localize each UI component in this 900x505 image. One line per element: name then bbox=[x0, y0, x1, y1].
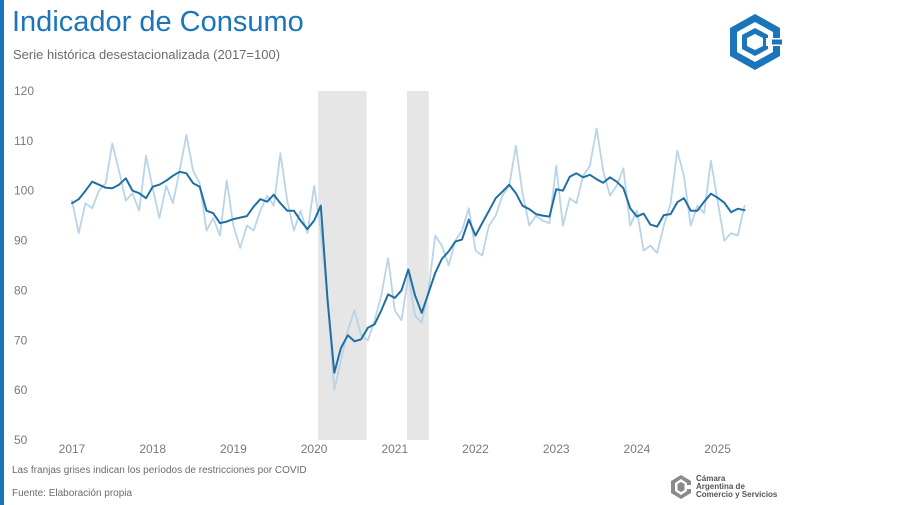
page-title: Indicador de Consumo bbox=[12, 6, 304, 38]
org-name: Cámara Argentina de Comercio y Servicios bbox=[696, 474, 778, 499]
source-note: Fuente: Elaboración propia bbox=[12, 488, 133, 499]
series-lines bbox=[71, 127, 746, 392]
cac-small-logo-icon bbox=[671, 475, 692, 499]
covid-band-0 bbox=[318, 91, 367, 440]
x-tick-label: 2019 bbox=[220, 442, 247, 456]
x-tick-label: 2024 bbox=[624, 442, 651, 456]
x-tick-label: 2022 bbox=[462, 442, 489, 456]
x-axis-ticks: 2017 2018 2019 2020 2021 2022 2023 2024 2025 bbox=[59, 442, 732, 456]
y-tick-label: 70 bbox=[14, 333, 28, 347]
x-tick-label: 2020 bbox=[301, 442, 328, 456]
footer-org-logo: Cámara Argentina de Comercio y Servicios bbox=[670, 474, 790, 502]
covid-bands bbox=[318, 91, 429, 440]
x-tick-label: 2025 bbox=[704, 442, 731, 456]
y-tick-label: 80 bbox=[14, 283, 28, 297]
left-accent-bar bbox=[0, 0, 4, 505]
x-tick-label: 2023 bbox=[543, 442, 570, 456]
y-tick-label: 100 bbox=[14, 184, 34, 198]
x-tick-label: 2018 bbox=[139, 442, 166, 456]
y-tick-label: 90 bbox=[14, 234, 28, 248]
series-line-adjusted bbox=[71, 170, 746, 374]
y-tick-label: 60 bbox=[14, 383, 28, 397]
y-tick-label: 110 bbox=[14, 134, 33, 148]
y-tick-label: 120 bbox=[14, 84, 34, 98]
covid-band-1 bbox=[406, 91, 429, 440]
page-subtitle: Serie histórica desestacionalizada (2017… bbox=[13, 47, 281, 62]
covid-note: Las franjas grises indican los períodos … bbox=[12, 465, 307, 476]
series-line-original bbox=[71, 127, 746, 392]
cac-hexagon-logo-icon bbox=[728, 12, 782, 72]
x-tick-label: 2017 bbox=[59, 442, 86, 456]
x-tick-label: 2021 bbox=[381, 442, 408, 456]
y-tick-label: 50 bbox=[14, 433, 28, 447]
y-axis-ticks: 50 60 70 80 90 100 110 120 bbox=[14, 84, 34, 447]
